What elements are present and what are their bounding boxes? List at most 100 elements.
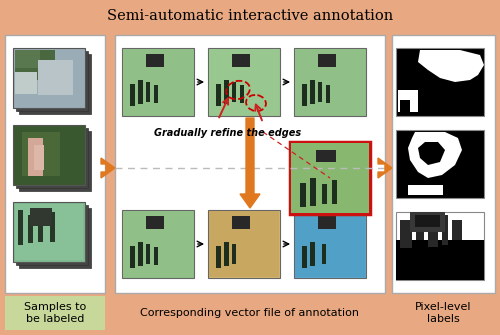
Bar bbox=[28, 215, 33, 243]
Bar bbox=[224, 242, 229, 266]
Bar bbox=[146, 216, 164, 229]
Bar bbox=[294, 48, 366, 116]
Polygon shape bbox=[408, 132, 462, 178]
Bar bbox=[146, 244, 150, 264]
Text: Corresponding vector file of annotation: Corresponding vector file of annotation bbox=[140, 308, 360, 318]
Bar bbox=[15, 50, 40, 68]
Bar bbox=[22, 132, 60, 176]
Bar bbox=[240, 85, 244, 103]
Bar bbox=[396, 48, 484, 116]
Bar bbox=[318, 54, 336, 67]
Text: Pixel-level
labels: Pixel-level labels bbox=[415, 302, 471, 324]
Polygon shape bbox=[418, 50, 484, 82]
Bar bbox=[5, 296, 105, 330]
Bar bbox=[396, 130, 484, 198]
Bar bbox=[396, 212, 484, 280]
Bar bbox=[146, 82, 150, 102]
FancyArrow shape bbox=[240, 118, 260, 208]
Bar bbox=[154, 85, 158, 103]
Bar bbox=[310, 178, 316, 206]
Bar bbox=[318, 216, 336, 229]
Bar bbox=[322, 244, 326, 264]
Bar bbox=[452, 220, 462, 240]
Bar bbox=[115, 296, 385, 330]
Bar bbox=[122, 48, 194, 116]
Bar bbox=[130, 246, 135, 268]
Bar bbox=[416, 218, 424, 240]
Bar bbox=[294, 210, 366, 278]
Bar bbox=[15, 72, 37, 94]
Bar bbox=[50, 212, 55, 242]
Bar bbox=[16, 205, 88, 265]
Bar bbox=[19, 131, 91, 191]
Bar bbox=[302, 84, 307, 106]
Bar bbox=[19, 54, 91, 114]
Bar bbox=[398, 90, 418, 112]
Bar bbox=[138, 80, 143, 104]
Bar bbox=[408, 185, 443, 195]
Bar bbox=[15, 204, 83, 260]
Bar bbox=[316, 150, 336, 162]
Bar bbox=[290, 142, 370, 214]
Bar bbox=[295, 211, 365, 277]
Bar bbox=[19, 208, 91, 268]
Bar bbox=[291, 143, 369, 213]
Bar bbox=[123, 49, 193, 115]
Bar bbox=[224, 80, 229, 104]
Bar bbox=[28, 138, 43, 176]
Bar bbox=[216, 84, 221, 106]
Bar bbox=[209, 49, 279, 115]
Bar bbox=[209, 211, 279, 277]
Bar bbox=[15, 50, 55, 80]
Bar bbox=[428, 222, 438, 247]
Bar bbox=[38, 60, 73, 95]
Bar bbox=[154, 247, 158, 265]
Bar bbox=[232, 82, 236, 102]
Bar bbox=[130, 84, 135, 106]
Bar bbox=[318, 82, 322, 102]
Bar bbox=[295, 49, 365, 115]
Text: Gradually refine the edges: Gradually refine the edges bbox=[154, 128, 302, 138]
Bar bbox=[326, 85, 330, 103]
Bar bbox=[216, 246, 221, 268]
FancyArrow shape bbox=[101, 158, 115, 178]
Bar bbox=[18, 210, 23, 245]
Bar bbox=[392, 296, 495, 330]
FancyArrow shape bbox=[378, 158, 392, 178]
Bar bbox=[38, 210, 43, 242]
Polygon shape bbox=[418, 142, 445, 165]
Bar bbox=[208, 210, 280, 278]
Bar bbox=[300, 183, 306, 207]
Bar bbox=[115, 35, 385, 293]
Bar bbox=[322, 184, 327, 204]
Bar bbox=[396, 240, 484, 280]
Text: Samples to
be labeled: Samples to be labeled bbox=[24, 302, 86, 324]
Bar bbox=[5, 35, 105, 293]
Bar bbox=[400, 100, 410, 114]
Bar bbox=[302, 246, 307, 268]
Bar bbox=[310, 242, 315, 266]
Bar bbox=[442, 215, 448, 245]
Bar bbox=[232, 54, 250, 67]
Bar bbox=[138, 242, 143, 266]
Bar bbox=[123, 211, 193, 277]
Bar bbox=[310, 80, 315, 104]
Bar bbox=[232, 244, 236, 264]
Bar bbox=[13, 48, 85, 108]
Bar bbox=[146, 54, 164, 67]
Bar bbox=[400, 220, 412, 248]
Bar bbox=[232, 216, 250, 229]
Bar bbox=[30, 208, 52, 226]
Bar bbox=[410, 212, 445, 232]
Bar bbox=[208, 48, 280, 116]
Bar bbox=[122, 210, 194, 278]
Bar bbox=[16, 51, 88, 111]
Bar bbox=[13, 125, 85, 185]
Bar bbox=[16, 128, 88, 188]
Bar bbox=[15, 127, 83, 183]
Bar bbox=[332, 180, 337, 204]
Bar bbox=[13, 202, 85, 262]
Bar bbox=[415, 215, 440, 227]
Text: Semi-automatic interactive annotation: Semi-automatic interactive annotation bbox=[107, 9, 393, 23]
Bar bbox=[34, 145, 44, 170]
